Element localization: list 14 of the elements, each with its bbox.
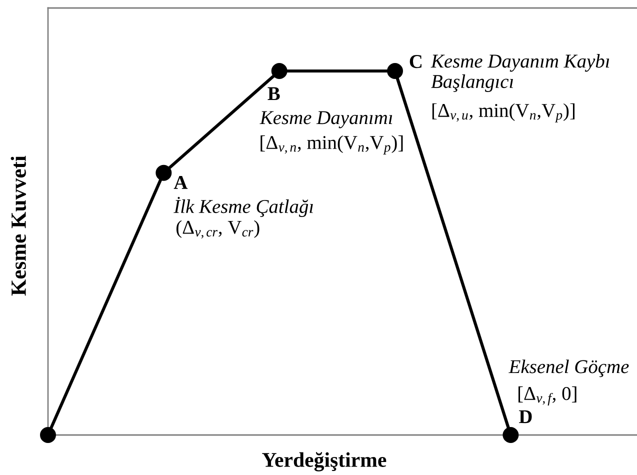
annotation: B (268, 87, 280, 100)
annotation: A (174, 176, 188, 189)
x-axis-title: Yerdeğiştirme (262, 452, 386, 472)
annotation: Kesme Dayanımı (260, 111, 392, 128)
annotation: İlk Kesme Çatlağı (174, 196, 313, 218)
y-axis-title: Kesme Kuvveti (10, 156, 26, 296)
annotation: Eksenel Göçme (508, 360, 629, 378)
annotation: D (519, 410, 532, 424)
annotation: Kesme Dayanım Kaybı Başlangıcı (430, 54, 610, 92)
annotation: [Δ$_{v,u}$, min(V$_{n}$,V$_{p}$)] (432, 103, 574, 122)
annotation: [Δ$_{v,n}$, min(V$_{n}$,V$_{p}$)] (260, 135, 403, 154)
text: C (410, 55, 422, 68)
annotation: [Δ$_{v,f}$, 0] (518, 386, 576, 406)
annotation: (Δ$_{v,cr}$, V$_{cr}$) (176, 220, 260, 239)
